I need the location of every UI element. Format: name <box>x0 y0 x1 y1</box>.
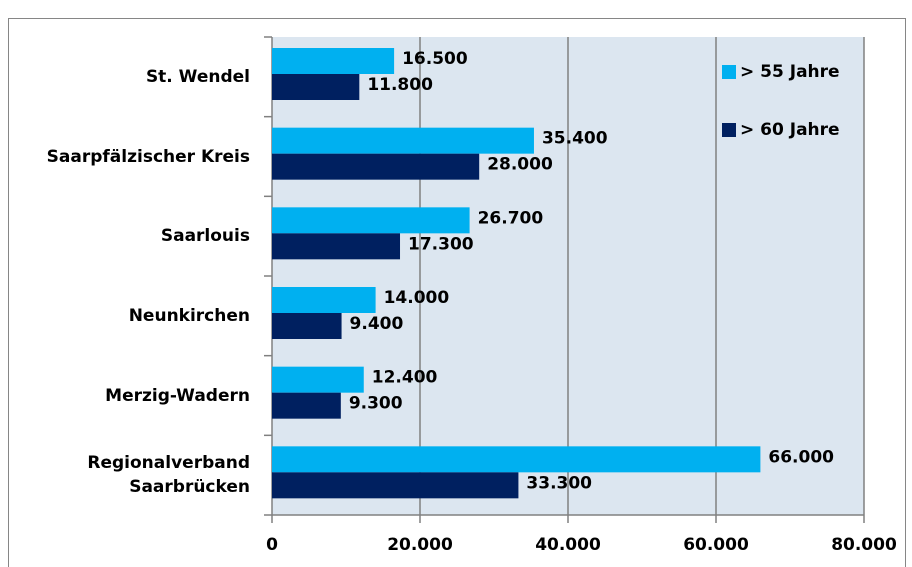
bar <box>272 48 395 74</box>
x-tick-label: 20.000 <box>387 535 453 555</box>
legend-swatch <box>722 123 736 137</box>
bar <box>272 207 470 234</box>
x-tick-label: 80.000 <box>831 535 897 555</box>
data-label: 28.000 <box>487 155 553 175</box>
x-tick-label: 0 <box>266 535 278 555</box>
data-label: 12.400 <box>372 368 438 388</box>
y-tick-label: Saarpfälzischer Kreis <box>46 146 250 167</box>
data-label: 35.400 <box>542 129 608 149</box>
data-label: 14.000 <box>384 288 450 308</box>
data-label: 9.400 <box>350 314 404 334</box>
x-tick-label: 60.000 <box>683 535 749 555</box>
legend-label: > 55 Jahre <box>740 62 840 82</box>
data-label: 9.300 <box>349 394 403 414</box>
bar <box>272 392 341 419</box>
bar <box>272 366 364 393</box>
data-label: 66.000 <box>768 447 834 467</box>
y-tick-label: Merzig-Wadern <box>105 385 250 406</box>
y-tick-label: Neunkirchen <box>128 305 250 326</box>
bar <box>272 287 376 313</box>
bar <box>272 127 534 154</box>
chart-frame <box>8 18 906 567</box>
data-label: 16.500 <box>402 49 468 69</box>
bar <box>272 313 342 339</box>
legend-swatch <box>722 65 736 79</box>
y-tick-label: Regionalverband Saarbrücken <box>87 453 250 498</box>
data-label: 11.800 <box>367 75 433 95</box>
y-tick-label: St. Wendel <box>145 66 250 87</box>
data-label: 26.700 <box>478 208 544 228</box>
legend-label: > 60 Jahre <box>740 120 840 140</box>
bar <box>272 233 401 260</box>
bar <box>272 446 761 473</box>
data-label: 17.300 <box>408 234 474 254</box>
data-label: 33.300 <box>526 473 592 493</box>
y-tick-label: Saarlouis <box>160 226 250 247</box>
bar <box>272 74 360 100</box>
bar <box>272 153 480 180</box>
bar <box>272 472 519 499</box>
x-tick-label: 40.000 <box>535 535 601 555</box>
